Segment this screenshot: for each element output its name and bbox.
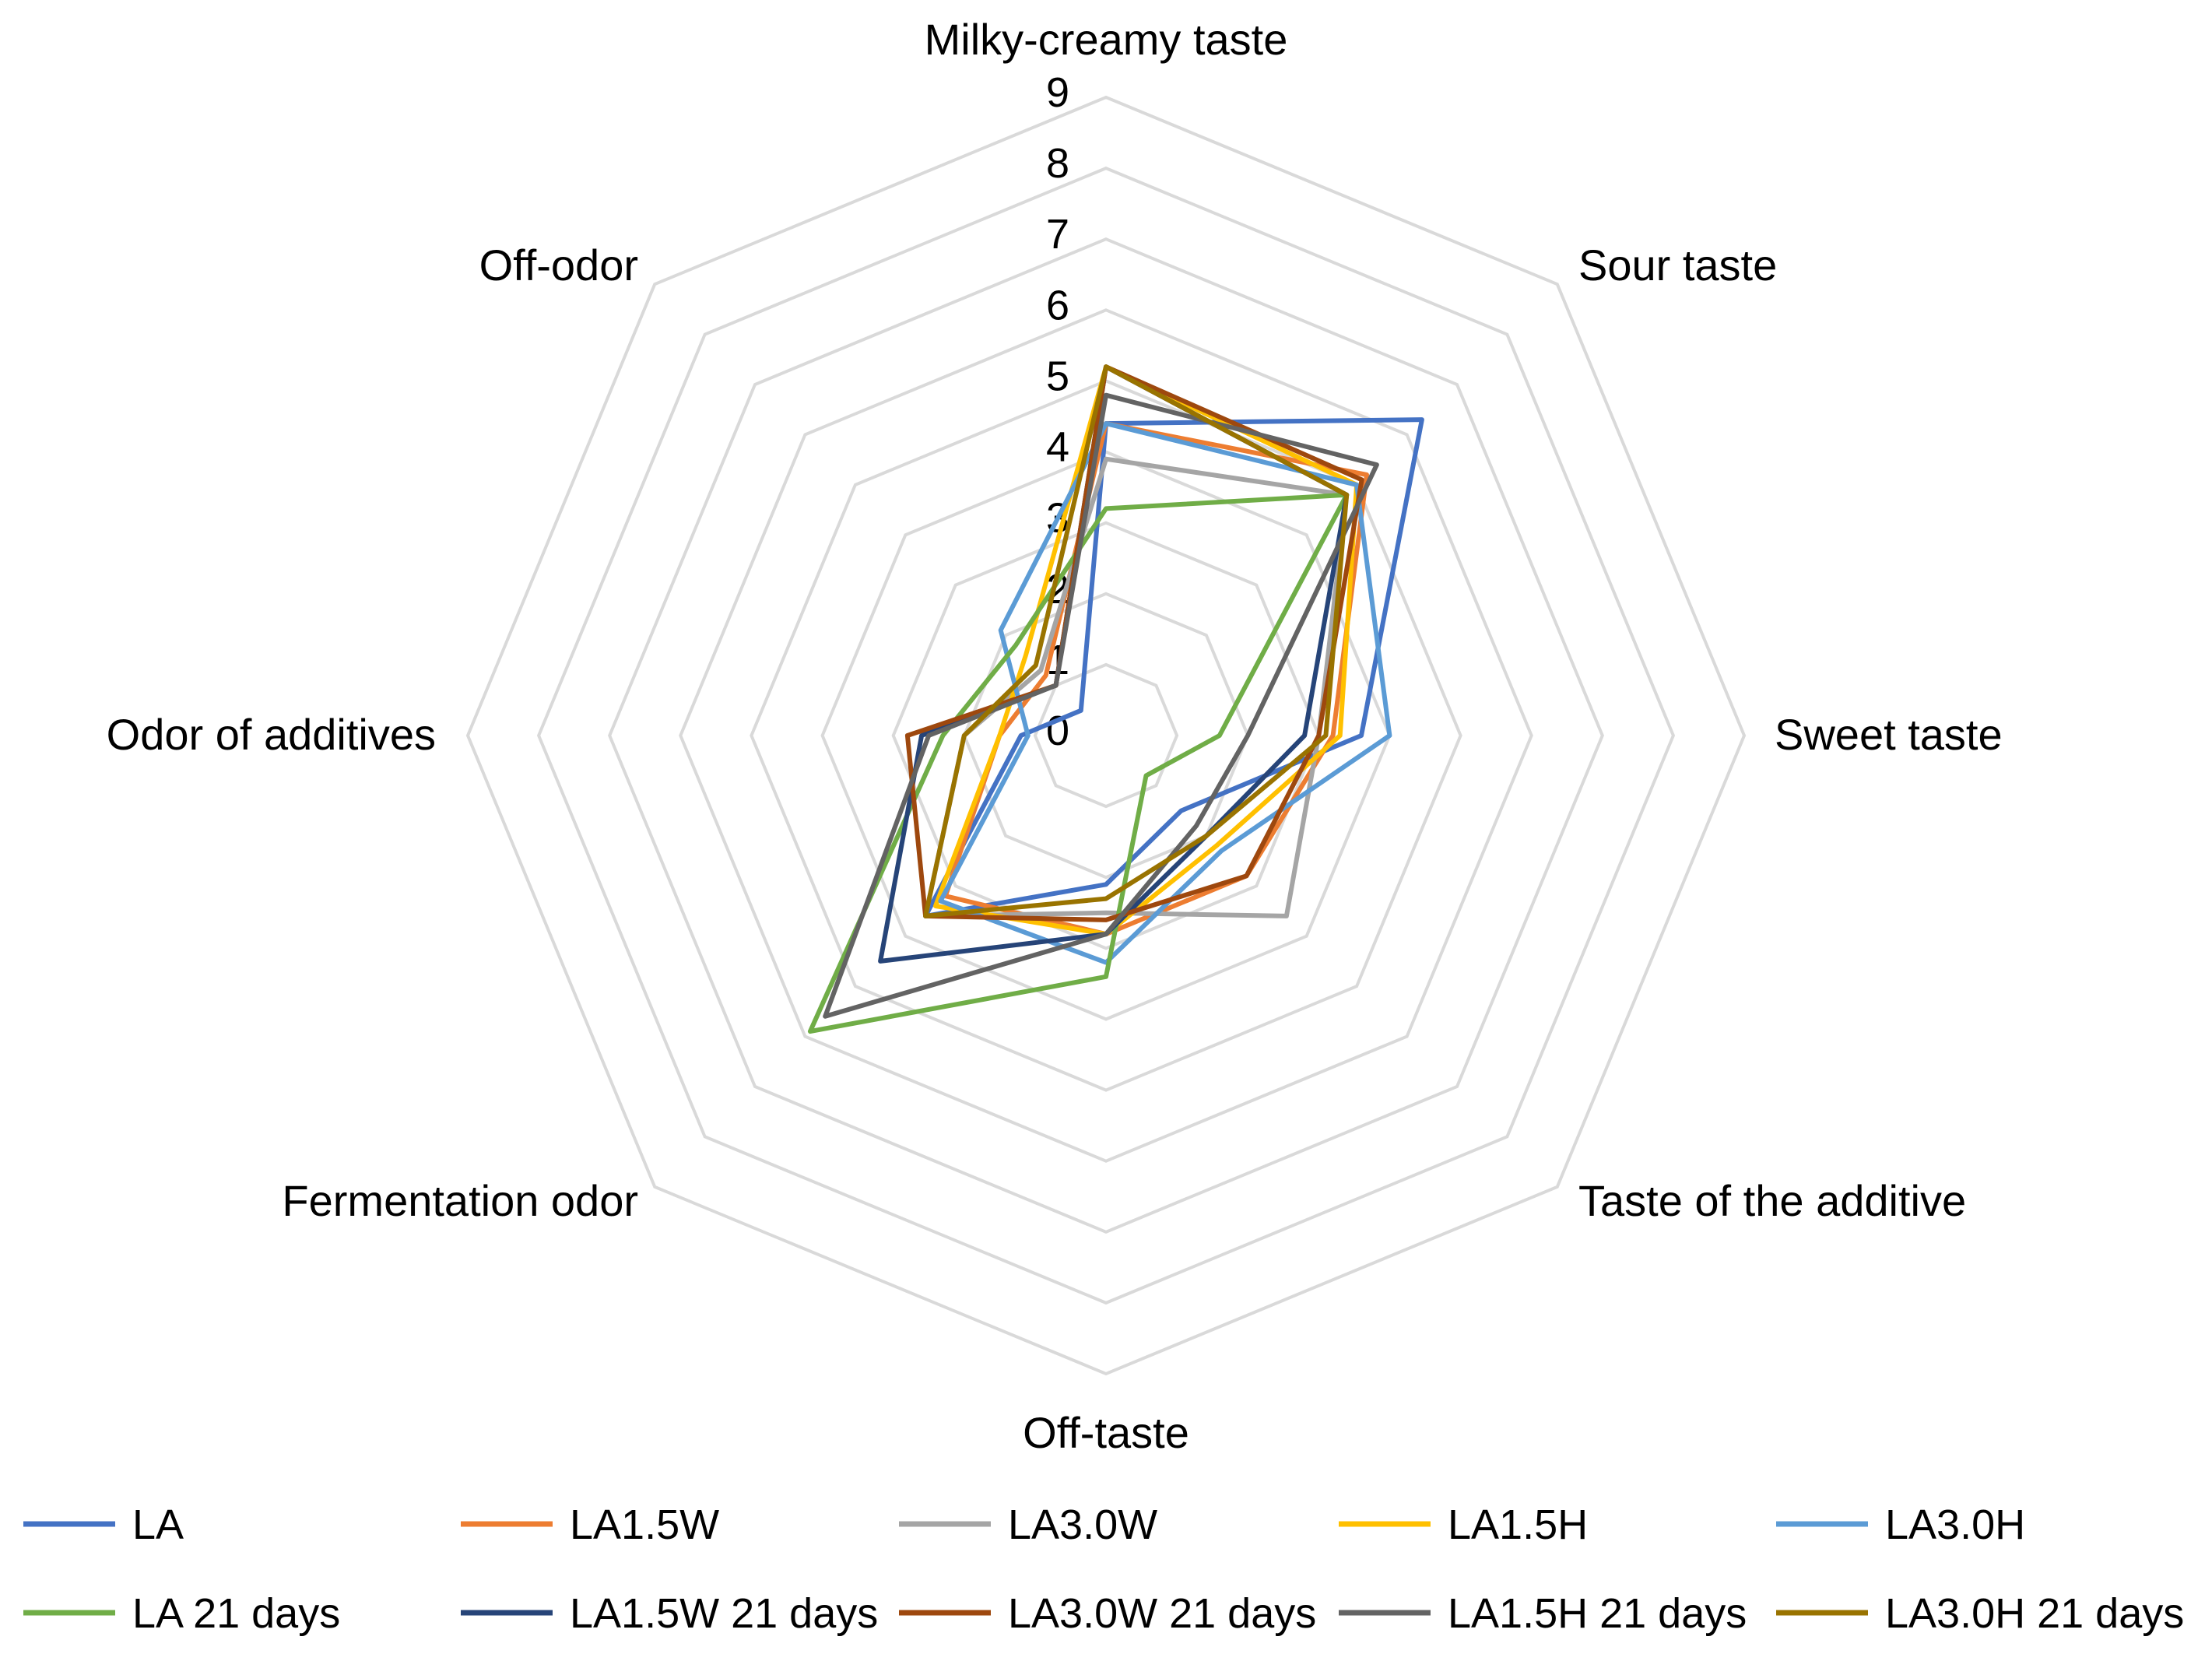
- grid-ring-9: [465, 95, 1747, 1376]
- legend: LA LA1.5W LA3.0W LA1.5H LA3.0H LA 21 days LA1.…: [23, 1501, 2184, 1637]
- series-line-la-21-days: [807, 492, 1350, 1034]
- series-line-la: [923, 417, 1424, 918]
- grid-layer: [465, 95, 1747, 1376]
- axis-label-taste-of-the-additive: Taste of the additive: [1578, 1176, 1966, 1225]
- grid-ring-2: [962, 592, 1250, 880]
- tick-label-6: 6: [1046, 282, 1069, 328]
- axis-label-fermentation-odor: Fermentation odor: [282, 1176, 638, 1225]
- legend-label-la3-0h: LA3.0H: [1885, 1501, 2025, 1548]
- legend-label-la1-5h: LA1.5H: [1448, 1501, 1588, 1548]
- legend-label-la3-0w-21-days: LA3.0W 21 days: [1008, 1590, 1316, 1637]
- grid-ring-1: [1033, 662, 1179, 809]
- axis-label-odor-of-additives: Odor of additives: [107, 710, 436, 759]
- legend-label-la1-5w-21-days: LA1.5W 21 days: [570, 1590, 878, 1637]
- series-layer: [807, 364, 1424, 1034]
- legend-label-la: LA: [132, 1501, 184, 1548]
- legend-label-la3-0w: LA3.0W: [1008, 1501, 1157, 1548]
- series-line-la3-0h: [938, 421, 1392, 965]
- axis-label-off-odor: Off-odor: [479, 241, 638, 290]
- grid-ring-8: [536, 166, 1676, 1305]
- tick-label-8: 8: [1046, 140, 1069, 187]
- series-line-la3-0w: [923, 456, 1350, 918]
- axis-label-sour-taste: Sour taste: [1578, 241, 1777, 290]
- legend-label-la1-5w: LA1.5W: [570, 1501, 719, 1548]
- legend-label-la1-5h-21-days: LA1.5H 21 days: [1448, 1590, 1747, 1637]
- axis-label-sweet-taste: Sweet taste: [1775, 710, 2003, 759]
- legend-label-la3-0h-21-days: LA3.0H 21 days: [1885, 1590, 2184, 1637]
- tick-label-9: 9: [1046, 69, 1069, 116]
- series-line-la3-0h-21-days: [923, 364, 1350, 918]
- grid-ring-6: [679, 308, 1533, 1163]
- axis-label-off-taste: Off-taste: [1023, 1408, 1189, 1457]
- grid-ring-7: [608, 237, 1604, 1234]
- series-line-la1-5h-21-days: [823, 392, 1379, 1019]
- legend-label-la-21-days: LA 21 days: [132, 1590, 340, 1637]
- grid-ring-3: [891, 521, 1321, 950]
- tick-label-7: 7: [1046, 211, 1069, 258]
- axis-label-milky-creamy-taste: Milky-creamy taste: [925, 15, 1288, 64]
- series-line-la3-0w-21-days: [904, 364, 1364, 922]
- tick-label-5: 5: [1046, 353, 1069, 399]
- tick-label-4: 4: [1046, 424, 1069, 471]
- axis-label-layer: Milky-creamy taste Sour taste Sweet taste T…: [107, 15, 2003, 1457]
